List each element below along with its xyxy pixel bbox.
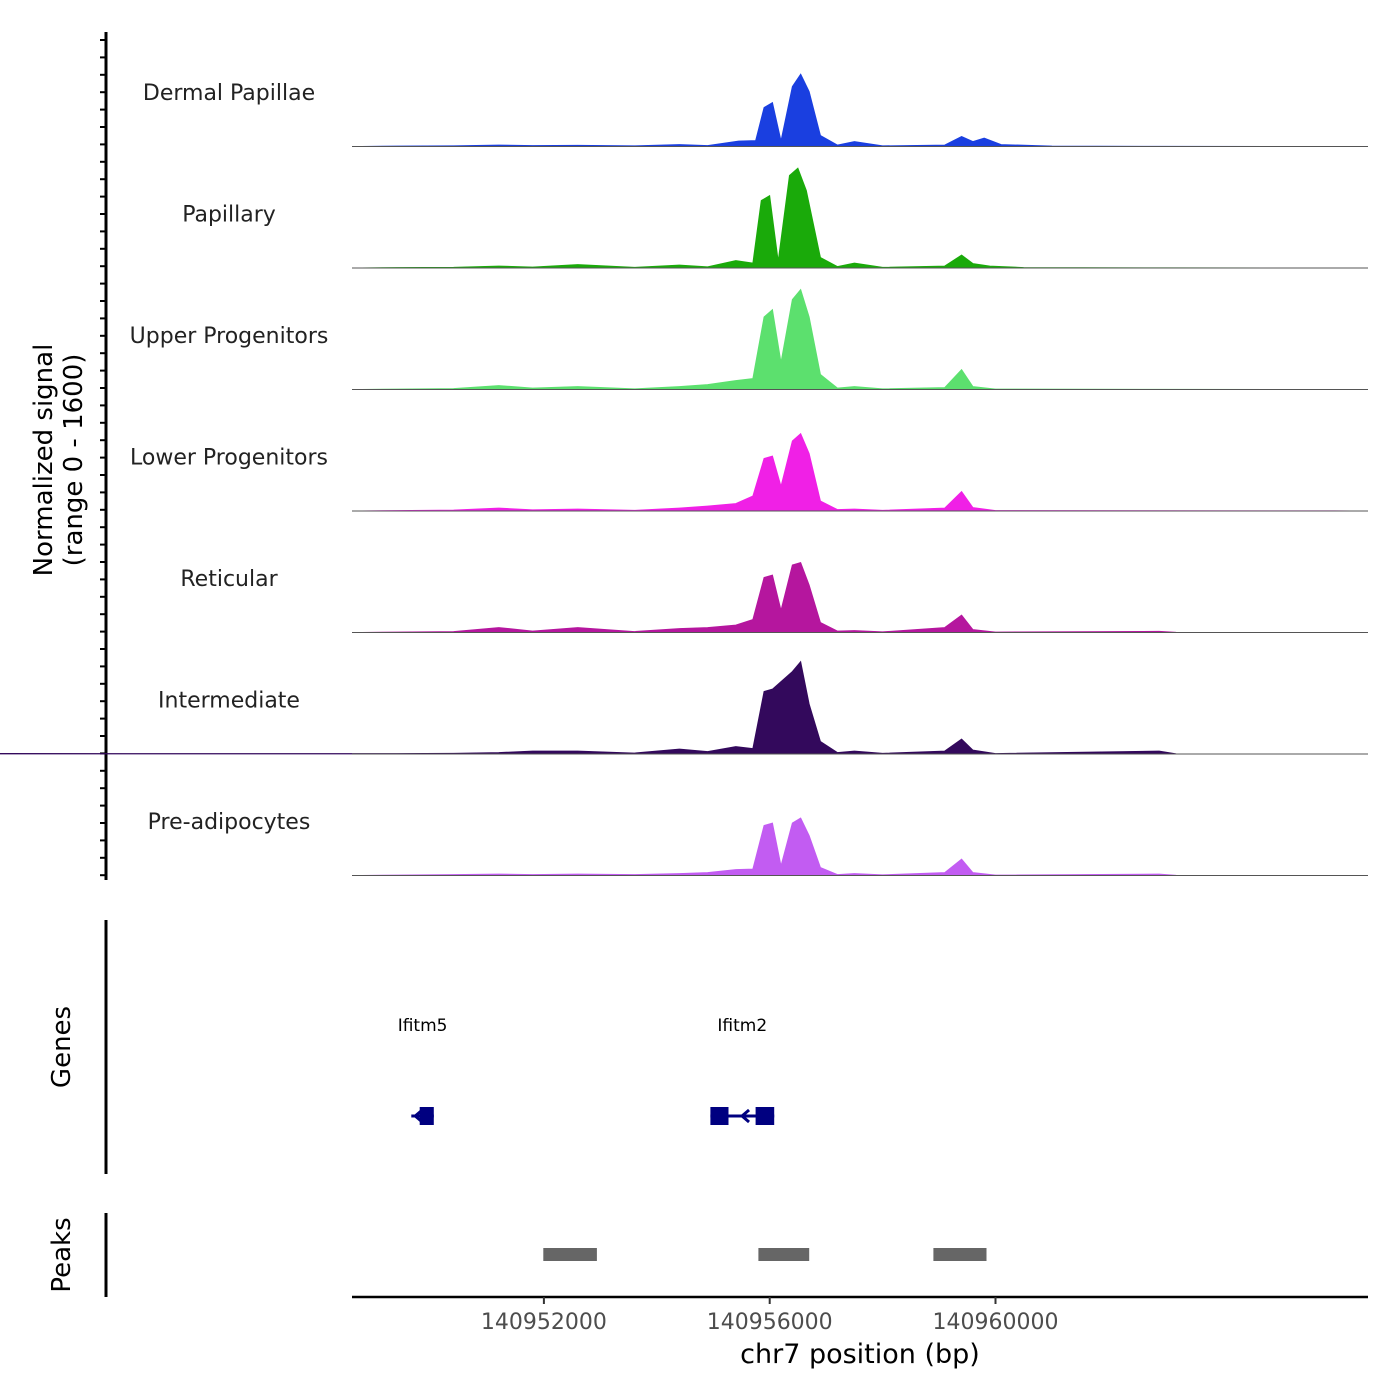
coverage-area <box>351 73 1369 147</box>
track-papillary: Papillary <box>182 167 1369 269</box>
track-reticular: Reticular <box>180 562 1369 633</box>
strand-arrow-icon <box>412 1108 424 1124</box>
track-intermediate: Intermediate <box>0 660 1369 755</box>
gene-exon <box>710 1107 729 1125</box>
track-dermal-papillae: Dermal Papillae <box>143 73 1369 147</box>
coverage-area <box>351 432 1369 512</box>
peak-bar <box>758 1248 810 1261</box>
coverage-area <box>351 562 1369 633</box>
x-axis-title: chr7 position (bp) <box>740 1339 980 1370</box>
gene-label: Ifitm2 <box>717 1016 767 1036</box>
track-label: Reticular <box>180 567 278 592</box>
track-label: Pre-adipocytes <box>148 810 311 835</box>
peak-bar <box>543 1248 597 1261</box>
track-label: Upper Progenitors <box>130 324 329 349</box>
y-axis-title-line1: Normalized signal <box>29 344 59 577</box>
y-axis-title-line2: (range 0 - 1600) <box>59 354 89 567</box>
track-label: Lower Progenitors <box>130 446 328 471</box>
gene-annotations: Ifitm5 Ifitm2 <box>398 1016 775 1125</box>
track-label: Papillary <box>182 203 276 228</box>
peak-bar <box>933 1248 987 1261</box>
strand-arrow-icon <box>739 1108 751 1124</box>
gene-label: Ifitm5 <box>398 1016 448 1036</box>
x-tick-label: 140960000 <box>933 1310 1059 1335</box>
x-tick-label: 140956000 <box>707 1310 833 1335</box>
gene-ifitm2: Ifitm2 <box>710 1016 775 1125</box>
track-upper-progenitors: Upper Progenitors <box>130 288 1369 390</box>
coverage-area <box>351 288 1369 390</box>
x-axis-ticks: 140952000 140956000 140960000 <box>481 1297 1059 1335</box>
signal-axis-ticks <box>100 39 106 877</box>
coverage-tracks: Dermal Papillae Papillary Upper Progenitor… <box>0 73 1369 876</box>
coverage-area <box>351 167 1369 269</box>
track-label: Intermediate <box>158 689 300 714</box>
coverage-area <box>0 660 1369 755</box>
gene-ifitm5: Ifitm5 <box>398 1016 448 1125</box>
track-lower-progenitors: Lower Progenitors <box>130 432 1369 512</box>
gene-exon <box>755 1107 775 1125</box>
gene-exon <box>419 1107 434 1125</box>
genes-axis-title: Genes <box>47 1006 77 1088</box>
coverage-area <box>351 817 1369 876</box>
peaks-axis-title: Peaks <box>47 1217 77 1292</box>
x-tick-label: 140952000 <box>481 1310 607 1335</box>
track-label: Dermal Papillae <box>143 81 315 106</box>
peak-regions <box>543 1248 987 1261</box>
track-pre-adipocytes: Pre-adipocytes <box>148 810 1369 876</box>
